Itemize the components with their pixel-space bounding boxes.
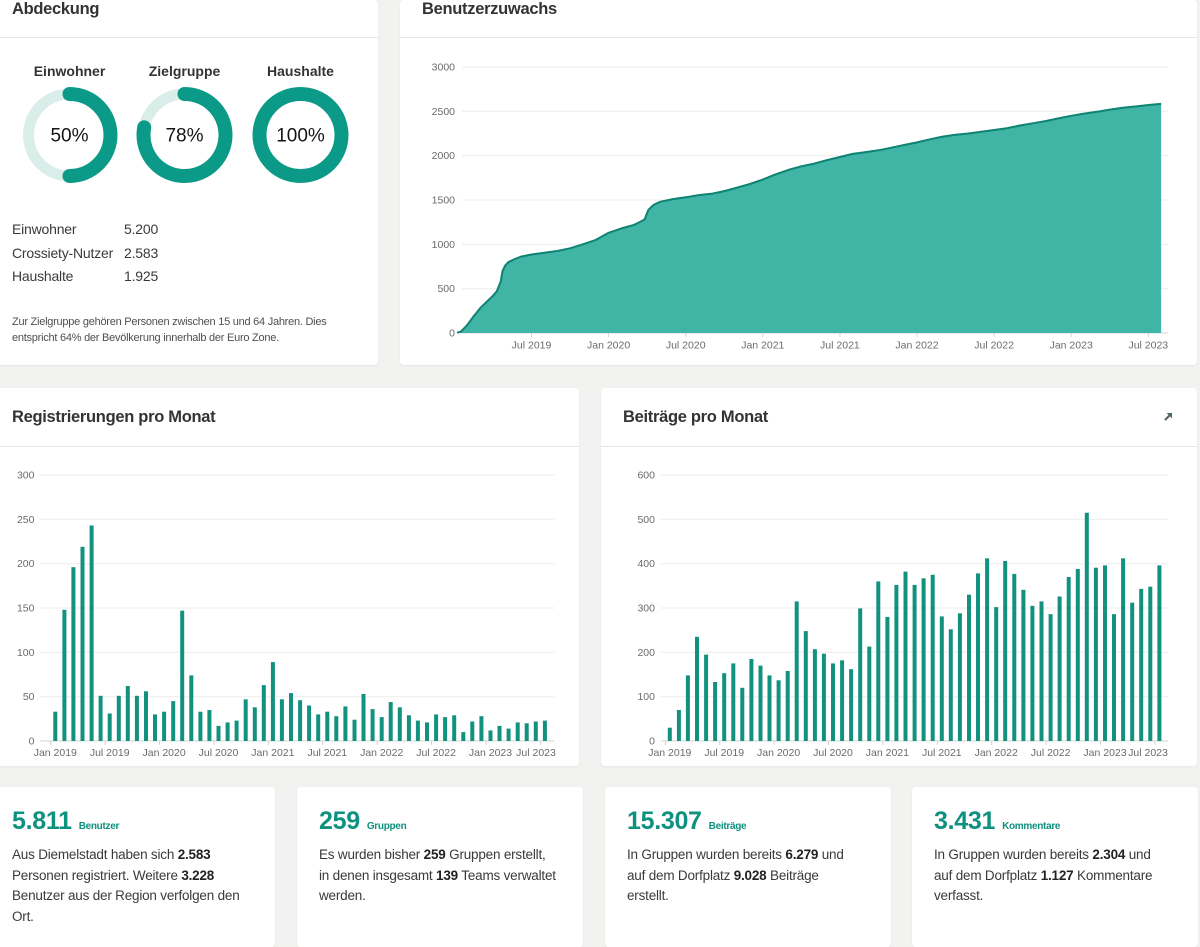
- svg-text:Jan 2023: Jan 2023: [1050, 340, 1093, 352]
- svg-text:200: 200: [17, 558, 35, 570]
- svg-text:1000: 1000: [432, 239, 456, 251]
- svg-text:78%: 78%: [165, 126, 203, 147]
- svg-text:Jul 2019: Jul 2019: [512, 340, 552, 352]
- svg-text:100: 100: [637, 691, 655, 703]
- svg-text:50%: 50%: [50, 126, 88, 147]
- svg-text:Jul 2022: Jul 2022: [416, 747, 456, 759]
- svg-text:500: 500: [437, 283, 455, 295]
- svg-text:Jan 2023: Jan 2023: [469, 747, 512, 759]
- svg-text:0: 0: [449, 328, 455, 340]
- svg-text:Jul 2021: Jul 2021: [820, 340, 860, 352]
- svg-text:Jul 2020: Jul 2020: [813, 747, 853, 759]
- svg-text:Jan 2022: Jan 2022: [895, 340, 938, 352]
- svg-text:Jan 2019: Jan 2019: [34, 747, 77, 759]
- svg-text:Jul 2019: Jul 2019: [90, 747, 130, 759]
- svg-text:100: 100: [17, 647, 35, 659]
- svg-text:500: 500: [637, 514, 655, 526]
- svg-text:0: 0: [649, 736, 655, 748]
- svg-text:Jan 2020: Jan 2020: [587, 340, 630, 352]
- svg-text:3000: 3000: [432, 62, 456, 74]
- svg-text:Jul 2019: Jul 2019: [704, 747, 744, 759]
- svg-text:Jan 2021: Jan 2021: [251, 747, 294, 759]
- svg-text:Jan 2021: Jan 2021: [741, 340, 784, 352]
- svg-text:Jul 2022: Jul 2022: [1031, 747, 1071, 759]
- svg-text:Jan 2019: Jan 2019: [648, 747, 691, 759]
- svg-text:0: 0: [29, 736, 35, 748]
- svg-text:200: 200: [637, 647, 655, 659]
- svg-text:150: 150: [17, 603, 35, 615]
- svg-text:Jan 2022: Jan 2022: [360, 747, 403, 759]
- svg-text:50: 50: [23, 691, 35, 703]
- svg-text:Jul 2023: Jul 2023: [516, 747, 556, 759]
- svg-text:600: 600: [637, 470, 655, 482]
- svg-text:300: 300: [637, 603, 655, 615]
- svg-text:Jul 2023: Jul 2023: [1128, 340, 1168, 352]
- svg-text:1500: 1500: [432, 195, 456, 207]
- svg-text:400: 400: [637, 558, 655, 570]
- svg-text:2500: 2500: [432, 106, 456, 118]
- svg-text:250: 250: [17, 514, 35, 526]
- svg-text:Jul 2022: Jul 2022: [974, 340, 1014, 352]
- svg-text:Jul 2020: Jul 2020: [666, 340, 706, 352]
- svg-text:100%: 100%: [276, 126, 325, 147]
- svg-text:300: 300: [17, 470, 35, 482]
- svg-text:Jul 2020: Jul 2020: [199, 747, 239, 759]
- svg-text:2000: 2000: [432, 150, 456, 162]
- svg-text:Jul 2023: Jul 2023: [1128, 747, 1168, 759]
- svg-text:Jan 2020: Jan 2020: [757, 747, 800, 759]
- svg-text:Jan 2020: Jan 2020: [142, 747, 185, 759]
- svg-text:Jan 2021: Jan 2021: [866, 747, 909, 759]
- svg-text:Jan 2023: Jan 2023: [1083, 747, 1126, 759]
- svg-text:Jul 2021: Jul 2021: [922, 747, 962, 759]
- svg-text:Jul 2021: Jul 2021: [307, 747, 347, 759]
- svg-text:Jan 2022: Jan 2022: [975, 747, 1018, 759]
